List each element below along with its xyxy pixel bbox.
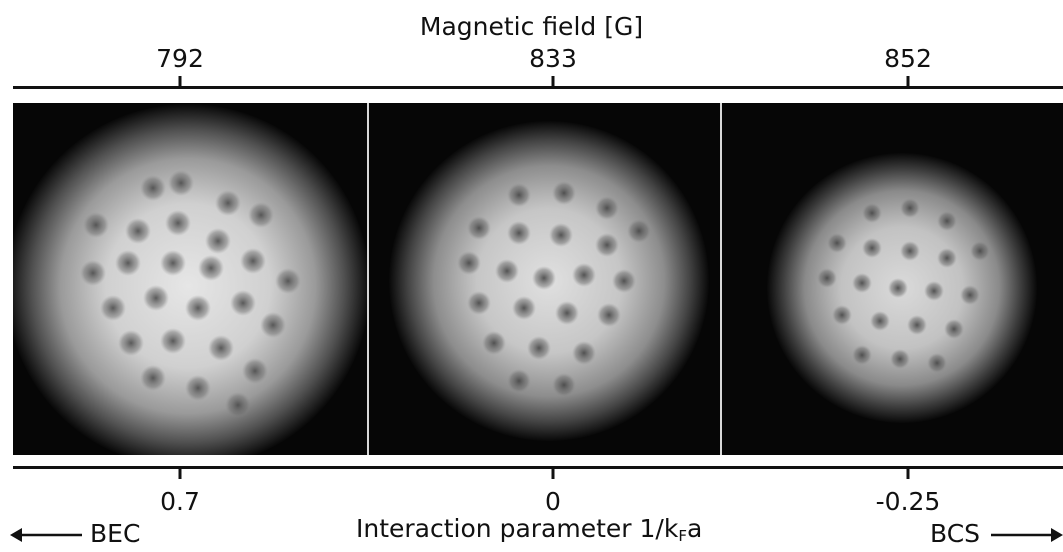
top-axis-title: Magnetic field [G] [419,12,644,41]
bottom-tick-label-0-7: 0.7 [160,487,200,516]
vortex-image-panel-unitary [369,103,720,455]
left-arrow-icon [10,528,82,542]
bcs-regime-label: BCS [930,519,981,548]
bottom-axis-line [13,466,1063,469]
panel-divider [720,103,722,455]
bottom-axis-title-prefix: Interaction parameter 1/k [356,514,679,543]
panel-divider [367,103,369,455]
bottom-tick-mark [551,469,555,479]
bottom-axis-title: Interaction parameter 1/kFa [356,516,702,544]
top-tick-mark [178,76,182,86]
bec-regime-label: BEC [90,519,141,548]
vortex-core [817,198,990,373]
bottom-tick-label-minus-0-25: -0.25 [875,487,941,516]
top-tick-label-792: 792 [156,44,204,73]
top-tick-label-833: 833 [529,44,577,73]
top-tick-label-852: 852 [884,44,932,73]
vortex-core [80,170,301,418]
bottom-axis-title-suffix: a [686,514,703,543]
top-axis-line [13,86,1063,89]
right-arrow-icon [991,528,1063,542]
top-tick-mark [906,76,910,86]
top-tick-mark [551,76,555,86]
bottom-tick-label-0: 0 [545,487,561,516]
vortex-image-panel-bec [13,103,367,455]
vortex-lattice-image [722,103,1063,455]
vortex-image-strip [13,103,1063,455]
bottom-axis-title-subscript: F [678,527,687,545]
vortex-lattice-image [369,103,720,455]
vortex-image-panel-bcs [722,103,1063,455]
vortex-core [457,181,651,397]
bottom-tick-mark [178,469,182,479]
bottom-tick-mark [906,469,910,479]
vortex-lattice-image [13,103,367,455]
